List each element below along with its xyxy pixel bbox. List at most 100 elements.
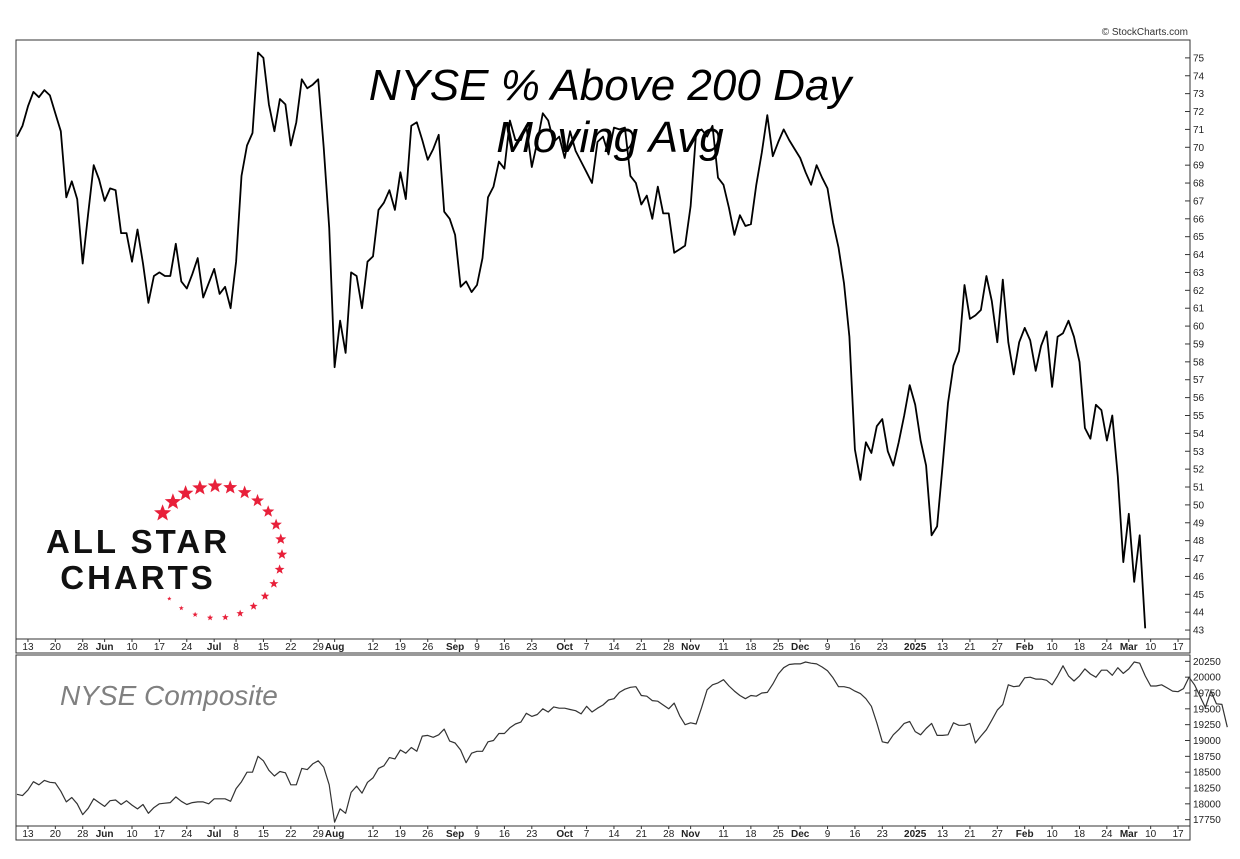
y-tick-label: 43 — [1193, 626, 1205, 637]
y-tick-label: 71 — [1193, 125, 1205, 136]
x-tick-label: Jul — [207, 642, 222, 653]
top-x-axis: 13 20 28 Jun 10 17 24 Jul 8 15 22 29 Aug 12 19 26 Sep 9 16… — [22, 639, 1184, 653]
y-tick-label: 18500 — [1193, 768, 1221, 779]
logo-star-icon — [178, 605, 184, 611]
y-tick-label: 45 — [1193, 590, 1205, 601]
x-tick-label: 17 — [1172, 829, 1184, 840]
x-tick-label: Feb — [1016, 829, 1034, 840]
x-tick-label: 13 — [937, 829, 949, 840]
x-tick-label: 29 — [313, 642, 325, 653]
x-tick-label: 9 — [474, 829, 480, 840]
logo-star-icon — [222, 613, 229, 621]
logo-line1: ALL STAR — [46, 523, 230, 560]
x-tick-label: 10 — [126, 829, 138, 840]
top-axis-strip — [15, 638, 1191, 654]
x-tick-label: 21 — [636, 642, 648, 653]
x-tick-label: 2025 — [904, 642, 927, 653]
series-line-pct-above-200dma — [16, 51, 1147, 629]
x-tick-label: 27 — [992, 829, 1004, 840]
y-tick-label: 61 — [1193, 304, 1205, 315]
x-tick-label: 9 — [825, 829, 831, 840]
bottom-x-axis: 13 20 28 Jun 10 17 24 Jul 8 15 22 29 Aug 12 19 26 Sep 9 16… — [22, 826, 1184, 840]
x-tick-label: 17 — [154, 829, 166, 840]
x-tick-label: Mar — [1120, 642, 1138, 653]
x-tick-label: 22 — [285, 642, 297, 653]
x-tick-label: 17 — [1172, 642, 1184, 653]
x-tick-label: 22 — [285, 829, 297, 840]
x-tick-label: 26 — [422, 829, 434, 840]
x-tick-label: 10 — [1047, 642, 1059, 653]
y-tick-label: 53 — [1193, 447, 1205, 458]
x-tick-label: 29 — [313, 829, 325, 840]
y-tick-label: 19000 — [1193, 736, 1221, 747]
logo-star-icon — [269, 578, 279, 588]
x-tick-label: 16 — [849, 829, 861, 840]
x-tick-label: 18 — [745, 829, 757, 840]
y-tick-label: 63 — [1193, 268, 1205, 279]
y-tick-label: 62 — [1193, 286, 1205, 297]
y-tick-label: 64 — [1193, 250, 1205, 261]
x-tick-label: 8 — [233, 642, 239, 653]
y-tick-label: 60 — [1193, 322, 1205, 333]
x-tick-label: 10 — [1047, 829, 1059, 840]
x-tick-label: 10 — [1145, 642, 1157, 653]
bottom-panel-frame — [15, 654, 1191, 827]
y-tick-label: 46 — [1193, 572, 1205, 583]
y-tick-label: 17750 — [1193, 815, 1221, 826]
x-tick-label: 14 — [608, 829, 620, 840]
x-tick-label: 13 — [937, 642, 949, 653]
y-tick-label: 58 — [1193, 357, 1205, 368]
all-star-charts-logo: ALL STAR CHARTS — [46, 478, 288, 621]
x-tick-label: 11 — [718, 642, 729, 653]
y-tick-label: 20250 — [1193, 657, 1221, 668]
logo-star-icon — [276, 549, 288, 559]
y-tick-label: 72 — [1193, 107, 1205, 118]
y-tick-label: 44 — [1193, 608, 1205, 619]
y-tick-label: 56 — [1193, 393, 1205, 404]
y-tick-label: 20000 — [1193, 673, 1221, 684]
y-tick-label: 73 — [1193, 89, 1205, 100]
x-tick-label: 28 — [663, 829, 675, 840]
logo-star-icon — [249, 602, 258, 610]
x-tick-label: Dec — [791, 829, 810, 840]
logo-star-icon — [260, 591, 270, 600]
x-tick-label: Sep — [446, 642, 464, 653]
x-tick-label: Mar — [1120, 829, 1138, 840]
logo-star-icon — [154, 504, 172, 521]
x-tick-label: 20 — [50, 829, 62, 840]
y-tick-label: 74 — [1193, 71, 1205, 82]
x-tick-label: Aug — [325, 829, 344, 840]
x-tick-label: 18 — [1074, 829, 1086, 840]
y-tick-label: 19250 — [1193, 720, 1221, 731]
x-tick-label: 16 — [499, 642, 511, 653]
x-tick-label: 23 — [526, 642, 538, 653]
x-tick-label: 9 — [474, 642, 480, 653]
x-tick-label: Nov — [681, 642, 700, 653]
x-tick-label: Nov — [681, 829, 700, 840]
x-tick-label: 7 — [584, 642, 590, 653]
x-tick-label: Sep — [446, 829, 464, 840]
y-tick-label: 50 — [1193, 500, 1205, 511]
x-tick-label: 21 — [964, 829, 976, 840]
bottom-axis-strip — [15, 825, 1191, 841]
logo-star-icon — [177, 485, 194, 501]
y-tick-label: 51 — [1193, 483, 1205, 494]
x-tick-label: Oct — [556, 829, 573, 840]
x-tick-label: 27 — [992, 642, 1004, 653]
logo-stars-icon — [154, 478, 288, 621]
y-tick-label: 52 — [1193, 465, 1205, 476]
x-tick-label: 24 — [181, 829, 193, 840]
x-tick-label: 8 — [233, 829, 239, 840]
x-tick-label: 21 — [636, 829, 648, 840]
y-tick-label: 55 — [1193, 411, 1205, 422]
x-tick-label: 12 — [367, 829, 379, 840]
x-tick-label: 23 — [877, 642, 889, 653]
logo-star-icon — [192, 480, 208, 495]
y-tick-label: 19500 — [1193, 704, 1221, 715]
y-tick-label: 54 — [1193, 429, 1205, 440]
y-tick-label: 49 — [1193, 518, 1205, 529]
y-tick-label: 19750 — [1193, 689, 1221, 700]
logo-star-icon — [251, 493, 264, 507]
y-tick-label: 59 — [1193, 339, 1205, 350]
series-line-nyse-composite — [16, 661, 1228, 823]
